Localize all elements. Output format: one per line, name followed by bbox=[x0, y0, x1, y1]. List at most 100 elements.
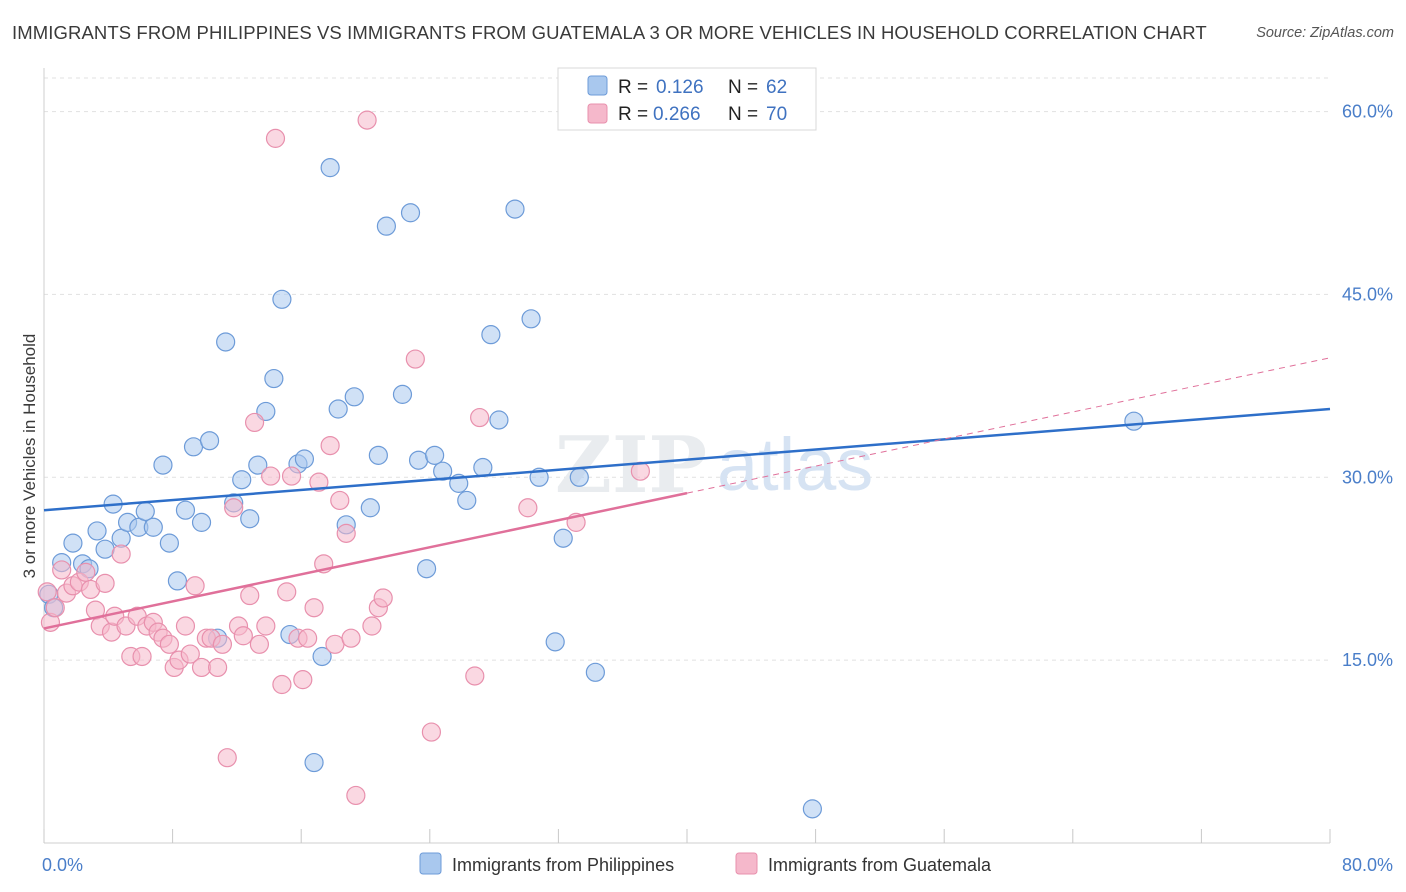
point-philippines bbox=[521, 309, 541, 329]
point-guatemala bbox=[217, 748, 237, 768]
legend-r-label: R = bbox=[618, 104, 648, 125]
point-philippines bbox=[304, 752, 324, 773]
point-philippines bbox=[481, 325, 501, 345]
point-guatemala bbox=[233, 626, 253, 646]
point-philippines bbox=[63, 533, 83, 553]
point-guatemala bbox=[281, 466, 302, 486]
point-philippines bbox=[553, 528, 573, 548]
legend-swatch-philippines bbox=[419, 852, 442, 875]
point-guatemala bbox=[185, 576, 205, 596]
point-philippines bbox=[167, 571, 188, 591]
point-guatemala bbox=[293, 670, 313, 690]
point-guatemala bbox=[304, 598, 324, 618]
point-guatemala bbox=[212, 634, 233, 654]
point-philippines bbox=[408, 450, 429, 470]
legend-series-guatemala: Immigrants from Guatemala bbox=[768, 855, 992, 875]
legend-stats: R = 0.126 N = 62 R = 0.266 N = 70 bbox=[557, 67, 817, 131]
point-guatemala bbox=[470, 407, 490, 428]
y-tick-label: 15.0% bbox=[1342, 650, 1393, 670]
point-philippines bbox=[232, 470, 252, 490]
point-philippines bbox=[392, 384, 413, 404]
tick-labels: 15.0% 30.0% 45.0% 60.0% 0.0% 80.0% bbox=[42, 102, 1393, 875]
point-philippines bbox=[569, 467, 589, 487]
point-guatemala bbox=[45, 598, 65, 618]
watermark: ZIP atlas bbox=[555, 420, 873, 511]
legend-swatch-guatemala bbox=[735, 852, 758, 875]
legend-r-value-guatemala: 0.266 bbox=[653, 104, 701, 125]
point-philippines bbox=[360, 498, 380, 518]
point-guatemala bbox=[132, 646, 152, 667]
legend-n-label: N = bbox=[728, 104, 758, 125]
point-guatemala bbox=[405, 349, 425, 369]
point-guatemala bbox=[175, 616, 196, 636]
point-philippines bbox=[87, 521, 107, 541]
x-tick-label: 0.0% bbox=[42, 855, 83, 875]
point-guatemala bbox=[373, 588, 393, 608]
point-philippines bbox=[312, 646, 332, 667]
legend-series: Immigrants from Philippines Immigrants f… bbox=[419, 852, 992, 875]
legend-n-value-guatemala: 70 bbox=[766, 104, 787, 125]
point-philippines bbox=[585, 662, 605, 682]
point-philippines bbox=[328, 399, 348, 419]
x-tick-label: 80.0% bbox=[1342, 855, 1393, 875]
axes bbox=[43, 68, 1331, 844]
point-philippines bbox=[473, 457, 493, 478]
point-guatemala bbox=[249, 634, 270, 654]
point-guatemala bbox=[244, 412, 265, 433]
point-philippines bbox=[545, 632, 565, 652]
chart-title: IMMIGRANTS FROM PHILIPPINES VS IMMIGRANT… bbox=[12, 22, 1207, 43]
point-guatemala bbox=[76, 562, 96, 582]
point-guatemala bbox=[208, 657, 228, 678]
point-guatemala bbox=[159, 634, 179, 654]
point-philippines bbox=[416, 559, 437, 579]
point-philippines bbox=[425, 445, 445, 465]
data-points bbox=[37, 110, 1144, 819]
trend-lines bbox=[43, 357, 1331, 630]
point-guatemala bbox=[224, 498, 244, 518]
legend-r-value-philippines: 0.126 bbox=[656, 77, 704, 98]
point-philippines bbox=[240, 509, 260, 529]
point-philippines bbox=[135, 501, 155, 522]
point-guatemala bbox=[362, 616, 382, 636]
y-tick-label: 60.0% bbox=[1342, 102, 1393, 122]
point-philippines bbox=[153, 455, 173, 475]
point-philippines bbox=[433, 461, 453, 481]
point-philippines bbox=[802, 799, 822, 819]
point-philippines bbox=[191, 512, 212, 532]
point-guatemala bbox=[357, 110, 377, 130]
point-philippines bbox=[272, 289, 292, 309]
y-tick-label: 30.0% bbox=[1342, 467, 1393, 487]
point-guatemala bbox=[320, 435, 340, 456]
point-guatemala bbox=[180, 644, 200, 664]
point-philippines bbox=[199, 431, 220, 451]
point-philippines bbox=[376, 216, 396, 236]
point-guatemala bbox=[465, 666, 485, 686]
point-guatemala bbox=[191, 657, 212, 678]
point-guatemala bbox=[341, 628, 361, 648]
legend-swatch-philippines bbox=[587, 75, 608, 96]
y-tick-label: 45.0% bbox=[1342, 284, 1393, 304]
point-guatemala bbox=[240, 585, 260, 606]
point-philippines bbox=[248, 455, 268, 475]
point-philippines bbox=[400, 203, 421, 223]
legend-swatch-guatemala bbox=[587, 103, 608, 124]
point-guatemala bbox=[309, 472, 329, 492]
point-guatemala bbox=[298, 628, 318, 648]
point-philippines bbox=[294, 449, 315, 469]
point-guatemala bbox=[518, 498, 538, 518]
point-philippines bbox=[183, 437, 204, 457]
point-philippines bbox=[175, 500, 196, 520]
point-philippines bbox=[457, 490, 477, 511]
watermark-zip: ZIP bbox=[555, 420, 707, 511]
point-guatemala bbox=[336, 523, 356, 543]
source-credit: Source: ZipAtlas.com bbox=[1256, 25, 1394, 41]
point-philippines bbox=[489, 410, 509, 430]
point-guatemala bbox=[261, 466, 281, 486]
point-philippines bbox=[216, 332, 236, 352]
gridlines bbox=[44, 77, 1330, 661]
legend-n-value-philippines: 62 bbox=[766, 77, 787, 98]
legend-r-label: R = bbox=[618, 77, 648, 98]
point-philippines bbox=[264, 368, 284, 389]
point-philippines bbox=[143, 517, 163, 537]
point-guatemala bbox=[37, 582, 57, 602]
